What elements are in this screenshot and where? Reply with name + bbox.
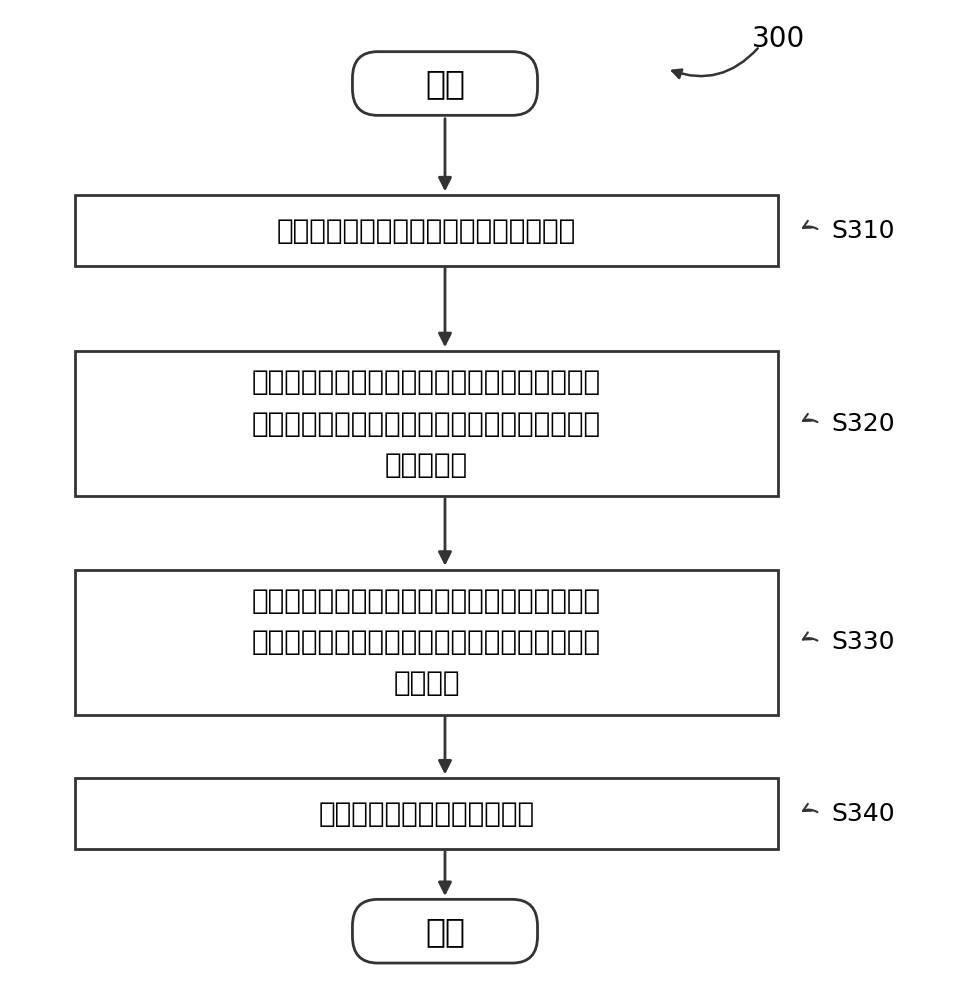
Text: S330: S330 <box>832 630 896 654</box>
Text: 根据几何变换变换待变换图像: 根据几何变换变换待变换图像 <box>318 800 534 828</box>
Bar <box>75 195 778 266</box>
Text: S320: S320 <box>832 412 896 436</box>
Text: S310: S310 <box>832 219 896 242</box>
Text: 在候选匹配对中选择自洽的候选匹配对并且根据
自洽的候选匹配对生成待变换图像到模板图像的
几何变换: 在候选匹配对中选择自洽的候选匹配对并且根据 自洽的候选匹配对生成待变换图像到模板… <box>252 587 601 697</box>
Text: 基于待变换图像的文字预识别结果以及模板图像
的文本区域，生成待变换图像与模板图像之间的
候选匹配对: 基于待变换图像的文字预识别结果以及模板图像 的文本区域，生成待变换图像与模板图像… <box>252 368 601 479</box>
Text: 300: 300 <box>752 25 805 53</box>
Bar <box>75 351 778 496</box>
FancyBboxPatch shape <box>353 52 538 115</box>
Text: 结束: 结束 <box>425 915 465 948</box>
Text: 对包含文字的待变换图像进行文字预识别: 对包含文字的待变换图像进行文字预识别 <box>277 217 576 244</box>
Text: 开始: 开始 <box>425 67 465 100</box>
Bar <box>75 778 778 849</box>
FancyBboxPatch shape <box>353 899 538 963</box>
Text: S340: S340 <box>832 802 896 826</box>
Bar <box>75 570 778 715</box>
